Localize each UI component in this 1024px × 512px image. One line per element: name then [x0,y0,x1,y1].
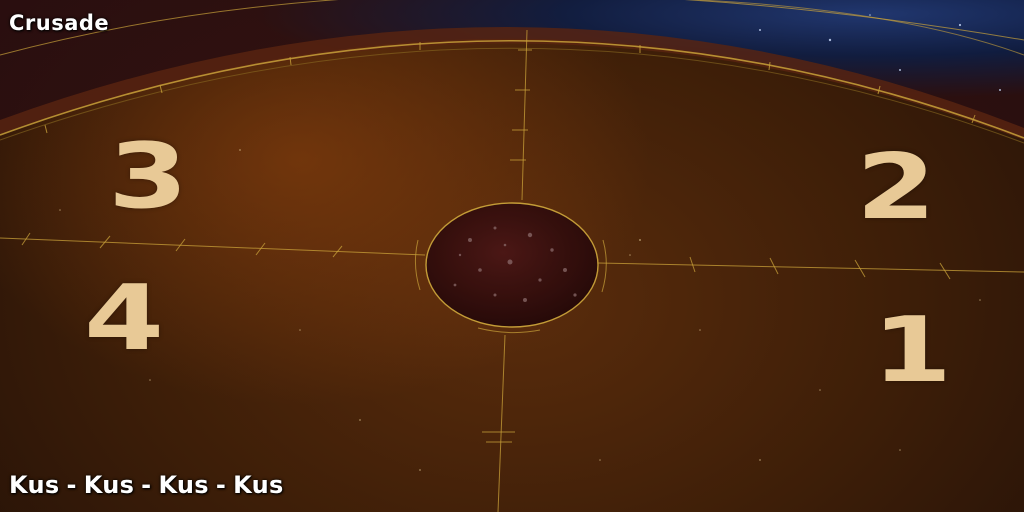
matchup-player: Kus [9,471,60,499]
center-pit [425,202,599,328]
matchup-separator: - [215,471,227,499]
matchup-separator: - [66,471,77,499]
start-position-2: 2 [856,135,937,240]
start-position-1: 1 [872,298,953,403]
outer-ring-band [0,26,1024,140]
ring-ticks [44,42,976,134]
center-pit-arc-left [414,239,421,291]
matchup-player: Kus [83,471,135,499]
matchup-separator: - [141,471,152,499]
crosshair [0,29,1024,512]
space-stars [759,14,1001,91]
outer-ring-line [0,0,1024,56]
terrain-specks [59,149,981,471]
matchup-player: Kus [158,471,209,499]
start-position-4: 4 [84,266,165,371]
matchup-line: Kus - Kus - Kus - Kus [9,471,284,499]
map-title: Crusade [9,11,110,35]
start-position-3: 3 [108,124,189,229]
space-region [0,0,1024,140]
pit-debris [453,226,577,302]
main-ring-edge [0,39,1024,139]
crosshair-ticks [21,49,951,443]
inner-ring-edge [0,47,1024,144]
center-pit-arc-right [601,239,607,293]
outer-ring-line-2 [699,0,1024,56]
matchup-player: Kus [233,471,284,499]
center-pit-arc-bottom [477,327,541,334]
